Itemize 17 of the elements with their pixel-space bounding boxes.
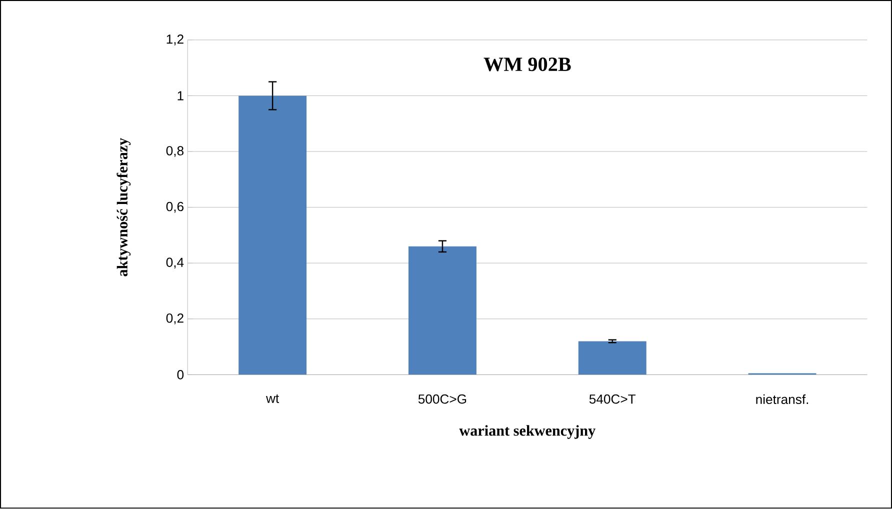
- y-tick-label: 1: [178, 91, 184, 100]
- y-tick-label: 1,2: [166, 34, 184, 46]
- x-axis-title: wariant sekwencyjny: [459, 425, 596, 440]
- y-tick-label: 0,2: [166, 314, 184, 324]
- y-axis-title: aktywność lucyferazy: [116, 138, 131, 276]
- x-tick-label: wt: [266, 394, 280, 404]
- bar: [238, 96, 307, 375]
- text: WM 902B: [484, 58, 571, 72]
- bar: [578, 341, 646, 375]
- x-tick-label: 540C>T: [589, 394, 636, 404]
- x-tick-label: 500C>G: [418, 394, 466, 404]
- y-tick-label: 0,6: [166, 202, 184, 213]
- y-tick-label: 0: [177, 370, 184, 380]
- x-tick-label: nietransf.: [756, 394, 808, 404]
- y-tick-label: 0,4: [166, 258, 184, 269]
- y-tick-label: 0,8: [166, 146, 184, 158]
- bar: [408, 246, 476, 375]
